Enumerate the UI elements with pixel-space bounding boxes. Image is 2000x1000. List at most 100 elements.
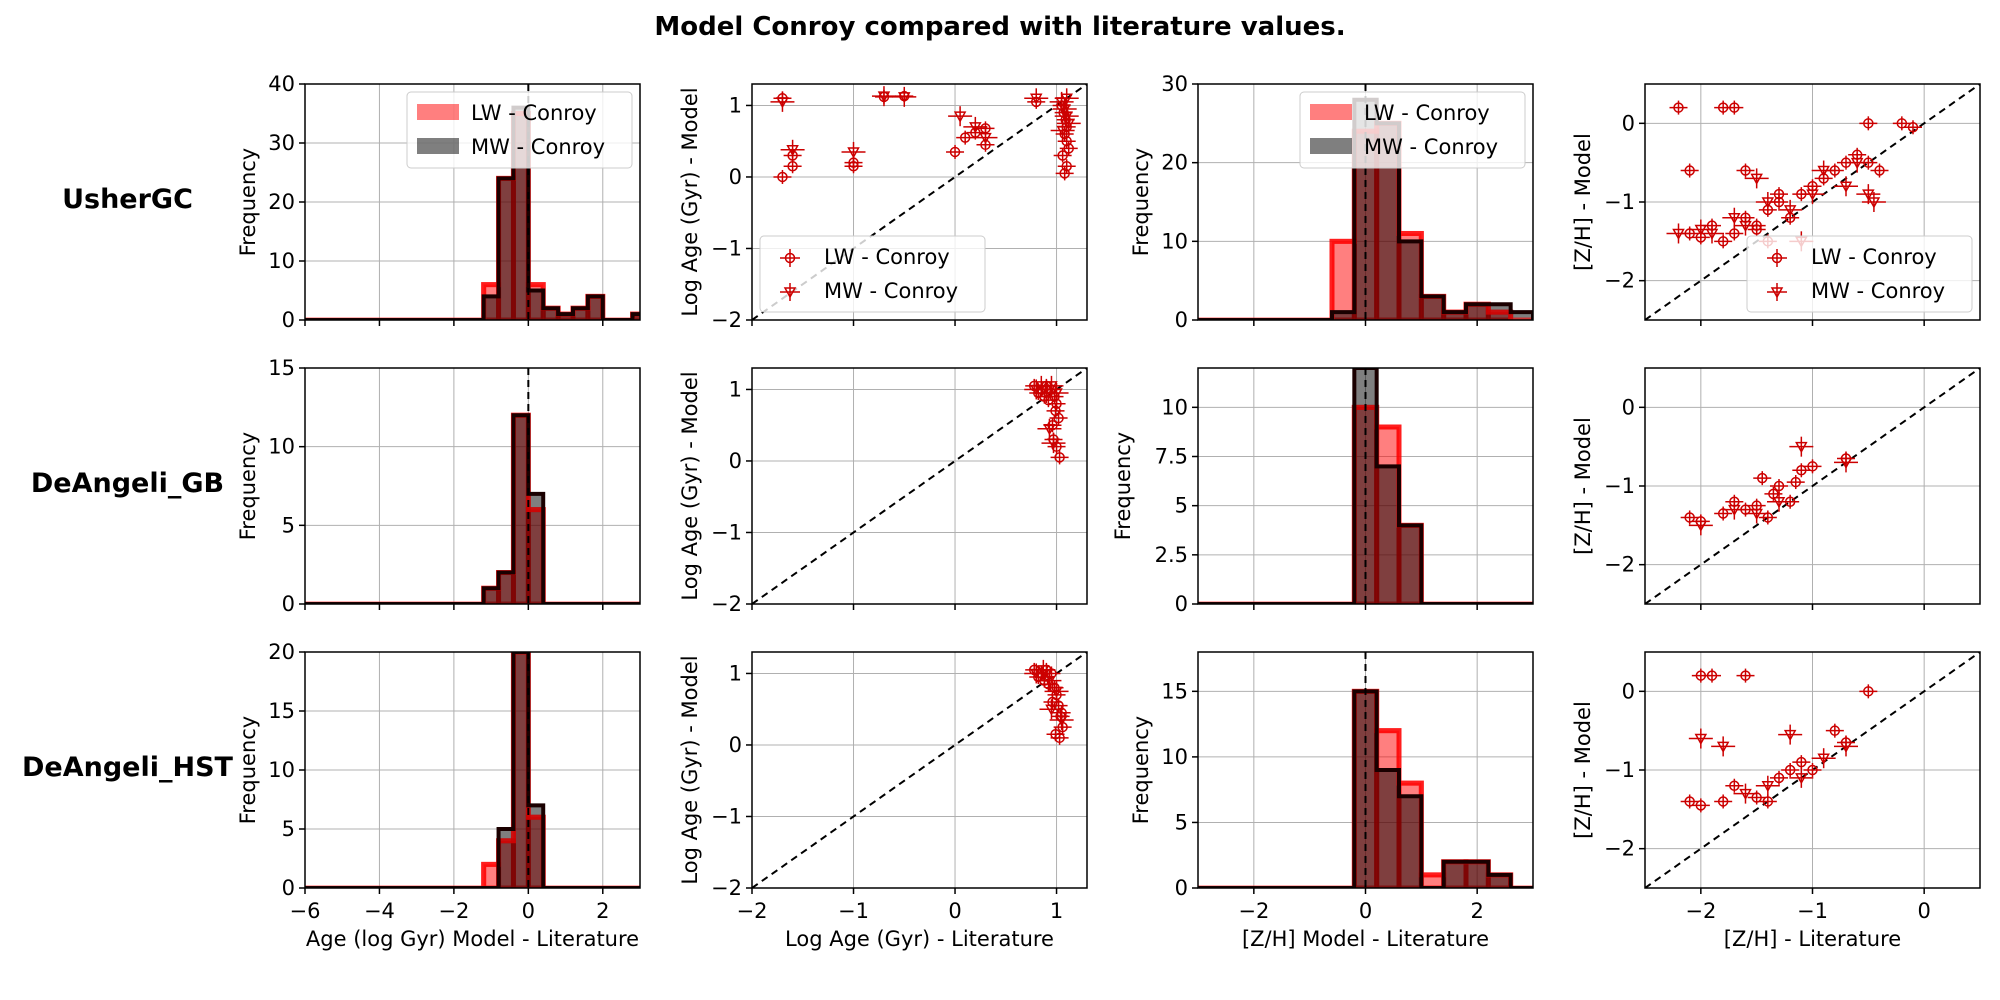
mw-bar	[1466, 304, 1489, 320]
y-tick-label: 10	[1161, 395, 1188, 419]
mw-point	[1062, 118, 1076, 130]
legend-label-mw: MW - Conroy	[1364, 135, 1498, 159]
mw-bar	[1332, 312, 1355, 320]
lw-point	[1717, 236, 1729, 247]
lw-point	[1684, 796, 1695, 807]
mw-point	[1817, 753, 1830, 765]
y-axis-label: Log Age (Gyr) - Model	[678, 655, 702, 884]
lw-point	[1684, 512, 1695, 523]
figure-title: Model Conroy compared with literature va…	[654, 12, 1346, 42]
legend-label-lw: LW - Conroy	[1364, 101, 1490, 125]
y-tick-label: 20	[1161, 151, 1188, 175]
y-tick-label: 1	[729, 377, 742, 401]
x-tick-label: −6	[290, 899, 321, 923]
mw-point	[1795, 441, 1808, 454]
mw-bar	[1354, 368, 1377, 604]
mw-bar	[543, 308, 559, 320]
y-tick-label: 30	[268, 131, 295, 155]
panel-DeAngeli_GB-zh-hist: 0 2.5 5 7.5 10 Frequency	[1111, 367, 1534, 616]
mw-point	[1806, 189, 1819, 201]
mw-point	[1850, 157, 1864, 170]
y-tick-label: −2	[711, 308, 742, 332]
x-tick-label: −1	[1797, 899, 1828, 923]
x-tick-label: 2	[1470, 899, 1483, 923]
legend: LW - Conroy MW - Conroy	[406, 91, 633, 169]
y-tick-label: 0	[729, 165, 742, 189]
mw-bar	[513, 652, 529, 888]
mw-point	[1817, 165, 1830, 178]
mw-point	[1060, 93, 1073, 105]
x-tick-label: −2	[1238, 899, 1269, 923]
mw-point	[1055, 715, 1068, 727]
x-axis-label: [Z/H] - Literature	[1724, 927, 1901, 951]
mw-bar	[1443, 312, 1466, 320]
axes-frame	[304, 367, 641, 605]
axes-frame	[751, 367, 1088, 605]
lw-point	[1807, 764, 1818, 776]
plot-area	[1645, 368, 1980, 604]
panel-DeAngeli_HST-zh-hist: 0 5 10 15 −2 0 2 Frequency [Z/H] Model - Literat…	[1129, 651, 1534, 951]
y-tick-label: 20	[268, 190, 295, 214]
lw-point	[1059, 168, 1070, 179]
mw-point	[1783, 729, 1797, 742]
y-tick-label: 0	[1175, 592, 1188, 616]
mw-bar	[498, 178, 514, 320]
mw-step-outline	[1198, 368, 1533, 604]
plot-area	[1645, 84, 1980, 320]
lw-point	[1740, 165, 1751, 176]
lw-point	[1757, 472, 1768, 484]
y-tick-label: 0	[1622, 111, 1635, 135]
mw-point	[847, 147, 860, 159]
x-tick-label: −2	[737, 899, 768, 923]
panel-DeAngeli_HST-age-hist: 0 5 10 15 20 −6 −4 −2 0 2 Frequency Age (log Gyr) M…	[236, 640, 641, 951]
y-tick-label: 40	[268, 72, 295, 96]
mw-bar	[1510, 312, 1533, 320]
mw-bar	[1399, 796, 1422, 888]
mw-point	[1050, 686, 1063, 698]
mw-bar	[483, 296, 499, 320]
mw-step-outline	[1198, 689, 1533, 888]
y-axis-label: Frequency	[236, 148, 260, 257]
mw-bar	[558, 314, 573, 320]
legend-swatch-lw	[1310, 104, 1352, 120]
mw-bar	[632, 314, 640, 320]
x-tick-label: −2	[1685, 899, 1716, 923]
y-tick-label: 0	[282, 592, 295, 616]
y-axis-label: Log Age (Gyr) - Model	[678, 371, 702, 600]
y-tick-label: −1	[1604, 190, 1635, 214]
mw-bar	[1488, 874, 1511, 888]
mw-point	[1045, 704, 1058, 716]
lw-point	[1061, 135, 1072, 147]
mw-point	[1761, 780, 1775, 793]
lw-point	[1059, 128, 1070, 140]
lw-point	[1673, 102, 1684, 113]
lw-point	[1807, 461, 1818, 472]
y-tick-label: 1	[729, 93, 742, 117]
mw-point	[776, 97, 789, 109]
mw-bar	[1399, 241, 1422, 320]
mw-bar	[483, 588, 499, 604]
y-tick-label: 0	[1175, 308, 1188, 332]
panel-DeAngeli_GB-zh-scatter: −2 −1 0 [Z/H] - Model	[1571, 367, 1981, 610]
y-axis-label: [Z/H] - Model	[1571, 417, 1595, 555]
y-tick-label: 0	[1622, 679, 1635, 703]
panel-DeAngeli_HST-zh-scatter: −2 −1 0 −2 −1 0 [Z/H] - Model [Z/H] - Literatur…	[1571, 651, 1981, 951]
lw-point	[1773, 772, 1785, 784]
lw-point	[1796, 465, 1807, 476]
mw-point	[1739, 788, 1752, 801]
lw-point	[1773, 480, 1785, 492]
y-tick-label: 0	[282, 876, 295, 900]
mw-point	[1783, 205, 1797, 217]
mw-point	[1694, 224, 1708, 237]
mw-point	[953, 111, 967, 123]
lw-point	[1740, 670, 1751, 681]
mw-bar	[1376, 466, 1399, 604]
y-tick-label: −2	[1604, 553, 1635, 577]
legend-label-lw: LW - Conroy	[471, 101, 597, 125]
mw-point	[1050, 388, 1063, 400]
mw-bar	[1376, 123, 1399, 320]
mw-point	[1045, 381, 1058, 393]
mw-point	[969, 122, 982, 134]
mw-point	[1772, 496, 1786, 509]
lw-point	[1717, 796, 1729, 807]
